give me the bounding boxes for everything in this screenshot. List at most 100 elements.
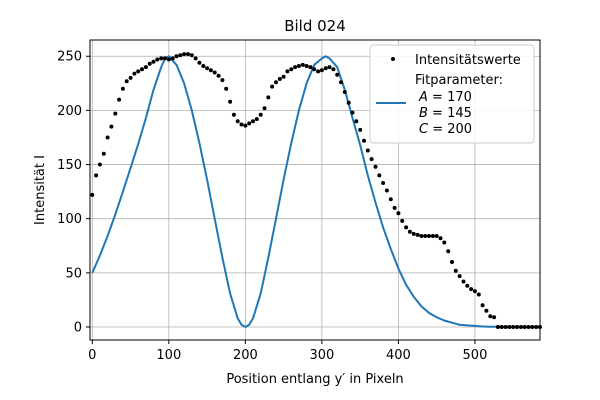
legend-param-c-value: 200: [447, 122, 472, 137]
data-point: [105, 135, 110, 140]
legend-param-a: A = 170: [418, 90, 472, 105]
data-point: [335, 72, 340, 77]
data-point: [113, 111, 118, 116]
legend-frame: [369, 44, 535, 144]
data-point: [170, 56, 175, 61]
data-point: [373, 164, 378, 169]
data-point: [143, 65, 148, 70]
x-tick-label: 500: [463, 348, 488, 363]
data-point: [392, 205, 397, 210]
data-point: [423, 234, 428, 238]
data-point: [155, 57, 160, 62]
y-tick-label: 250: [57, 50, 82, 65]
intensity-series: [90, 52, 542, 329]
data-point: [365, 148, 370, 153]
data-point: [132, 71, 137, 76]
data-point: [495, 325, 500, 329]
data-point: [488, 314, 493, 319]
data-point: [354, 119, 359, 124]
data-point: [212, 70, 217, 75]
data-point: [419, 234, 424, 238]
data-point: [151, 59, 156, 64]
data-point: [166, 57, 171, 62]
data-point: [450, 260, 454, 264]
data-point: [308, 65, 313, 70]
data-point: [128, 75, 133, 80]
data-point: [231, 112, 236, 117]
data-point: [120, 86, 125, 91]
data-point: [492, 315, 497, 320]
data-point: [296, 64, 301, 68]
data-point: [515, 325, 519, 329]
data-point: [140, 67, 144, 72]
data-point: [224, 86, 229, 91]
data-point: [266, 95, 271, 100]
data-point: [342, 90, 347, 94]
data-point: [189, 53, 194, 58]
data-point: [205, 66, 210, 71]
x-tick-label: 0: [88, 348, 96, 363]
data-point: [453, 268, 458, 273]
legend-param-c: C = 200: [419, 122, 472, 137]
data-point: [101, 151, 106, 156]
data-point: [216, 73, 221, 78]
data-point: [300, 62, 305, 67]
fit-line: [91, 55, 540, 328]
data-point: [285, 69, 290, 74]
data-point: [201, 64, 206, 68]
data-point: [270, 84, 275, 89]
data-point: [289, 67, 294, 72]
data-point: [312, 67, 317, 72]
data-point: [350, 110, 355, 115]
data-point: [251, 119, 255, 124]
data-point: [530, 325, 535, 329]
data-point: [281, 74, 286, 79]
data-point: [258, 112, 263, 117]
data-point: [323, 66, 328, 71]
data-point: [109, 124, 114, 129]
data-point: [388, 197, 393, 202]
data-point: [507, 325, 512, 329]
data-point: [427, 234, 431, 238]
data-point: [178, 53, 183, 58]
data-point: [262, 106, 267, 111]
data-point: [274, 80, 278, 85]
data-point: [411, 231, 416, 236]
data-point: [220, 78, 225, 83]
y-axis-label: Intensität I: [33, 155, 48, 225]
data-point: [518, 325, 523, 329]
legend-param-c-label: C: [419, 122, 429, 137]
data-point: [503, 325, 508, 329]
y-tick-label: 200: [57, 104, 82, 119]
data-point: [316, 69, 321, 74]
data-point: [90, 192, 95, 197]
data-point: [197, 60, 202, 65]
data-point: [159, 56, 164, 61]
y-tick-label: 150: [57, 158, 82, 173]
data-point: [465, 283, 470, 288]
data-point: [117, 97, 122, 102]
data-point: [228, 99, 233, 104]
data-point: [193, 56, 198, 61]
legend-param-b-label: B: [419, 106, 428, 121]
y-tick-label: 0: [74, 321, 82, 336]
data-point: [438, 236, 443, 241]
legend-marker-points: [391, 57, 395, 61]
data-point: [484, 308, 489, 313]
data-point: [480, 303, 485, 308]
data-point: [446, 249, 451, 254]
legend-param-b: B = 145: [419, 106, 472, 121]
data-point: [457, 274, 462, 279]
data-point: [319, 68, 324, 73]
data-point: [415, 232, 420, 237]
data-point: [430, 234, 435, 238]
plot-frame: [89, 39, 541, 341]
data-point: [381, 181, 386, 185]
data-point: [163, 56, 167, 61]
data-point: [362, 138, 366, 143]
data-point: [247, 121, 252, 126]
data-point: [442, 240, 447, 245]
data-point: [396, 211, 401, 216]
data-point: [404, 225, 409, 230]
